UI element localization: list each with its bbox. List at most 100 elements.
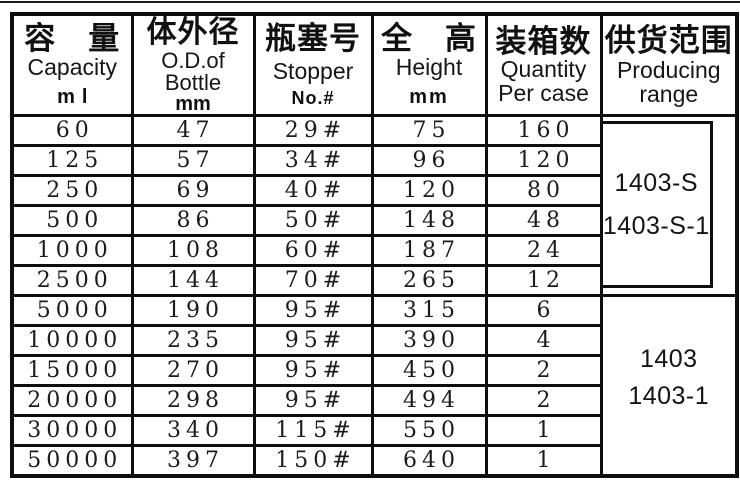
header-od-unit: mm: [175, 92, 211, 115]
cell-capacity: 10000: [10, 324, 134, 357]
cell-od: 298: [130, 384, 256, 417]
cell-stopper: 95#: [252, 294, 374, 327]
table-row: 2500 144 70# 265 12: [10, 264, 737, 297]
header-od: 体外径 O.D.of Bottle mm: [130, 12, 256, 117]
cell-stopper: 70#: [252, 264, 374, 297]
header-height-en: Height: [395, 54, 463, 81]
table-row: 5000 190 95# 315 6 1403 1403-1: [10, 294, 739, 478]
header-quantity-wrap: 装箱数 Quantity Per case: [488, 16, 600, 114]
cell-height: 390: [370, 324, 488, 357]
cell-capacity: 250: [10, 174, 134, 207]
cell-qty: 160: [484, 114, 603, 147]
header-height: 全 高 Height mm: [370, 12, 488, 117]
cell-height: 120: [370, 174, 488, 207]
table-row: 15000 270 95# 450 2: [10, 354, 737, 387]
header-stopper-zh: 瓶塞号: [265, 20, 361, 56]
cell-stopper: 150#: [252, 444, 374, 478]
cell-capacity: 125: [10, 144, 134, 177]
header-stopper: 瓶塞号 Stopper No.#: [252, 12, 374, 117]
header-capacity: 容 量 Capacity ml: [10, 12, 134, 117]
cell-stopper: 50#: [252, 204, 374, 237]
header-producing-range-en: Producing: [616, 56, 721, 83]
cell-stopper: 34#: [252, 144, 374, 177]
table-row: 60 47 29# 75 160 1403-S 1403-S-1: [10, 114, 739, 297]
cell-height: 265: [370, 264, 488, 297]
header-height-wrap: 全 高 Height mm: [374, 16, 485, 114]
cell-qty: 2: [484, 384, 603, 417]
cell-capacity: 5000: [10, 294, 134, 327]
producing-range-top-box: 1403-S 1403-S-1: [602, 121, 713, 288]
cell-capacity: 2500: [10, 264, 134, 297]
cell-qty: 6: [484, 294, 603, 327]
header-producing-range-zh: 供货范围: [604, 23, 733, 59]
top-rule-line: [0, 1, 740, 3]
cell-qty: 120: [484, 144, 603, 177]
cell-od: 108: [130, 234, 256, 267]
cell-qty: 24: [484, 234, 603, 267]
producing-range-code: 1403: [639, 344, 698, 373]
producing-range-code: 1403-1: [628, 381, 710, 410]
table-row: 125 57 34# 96 120: [10, 144, 737, 177]
table-row: 250 69 40# 120 80: [10, 174, 737, 207]
cell-qty: 2: [484, 354, 603, 387]
cell-od: 190: [130, 294, 256, 327]
cell-od: 86: [130, 204, 256, 237]
header-stopper-wrap: 瓶塞号 Stopper No.#: [256, 16, 371, 114]
cell-height: 640: [370, 444, 488, 478]
table-row: 500 86 50# 148 48: [10, 204, 737, 237]
cell-height: 550: [370, 414, 488, 447]
cell-height: 187: [370, 234, 488, 267]
cell-od: 340: [130, 414, 256, 447]
table-row: 50000 397 150# 640 1: [10, 444, 737, 478]
header-producing-range-wrap: 供货范围 Producing range: [603, 16, 736, 114]
header-row: 容 量 Capacity ml 体外径 O.D.of Bottle mm: [10, 12, 739, 117]
header-producing-range-en2: range: [639, 80, 699, 107]
cell-stopper: 95#: [252, 384, 374, 417]
bottle-spec-table: 容 量 Capacity ml 体外径 O.D.of Bottle mm: [10, 12, 739, 478]
header-stopper-en: Stopper: [272, 58, 354, 85]
header-capacity-en: Capacity: [27, 54, 117, 81]
cell-qty: 12: [484, 264, 603, 297]
header-capacity-wrap: 容 量 Capacity ml: [14, 16, 131, 114]
cell-od: 144: [130, 264, 256, 297]
cell-height: 75: [370, 114, 488, 147]
cell-capacity: 15000: [10, 354, 134, 387]
cell-height: 315: [370, 294, 488, 327]
cell-od: 270: [130, 354, 256, 387]
header-od-wrap: 体外径 O.D.of Bottle mm: [134, 16, 253, 114]
cell-qty: 1: [484, 444, 603, 478]
header-quantity-en: Quantity: [500, 56, 587, 83]
header-quantity: 装箱数 Quantity Per case: [484, 12, 603, 117]
table-row: 10000 235 95# 390 4: [10, 324, 737, 357]
header-producing-range: 供货范围 Producing range: [599, 12, 739, 117]
table-row: 20000 298 95# 494 2: [10, 384, 737, 417]
cell-capacity: 30000: [10, 414, 134, 447]
cell-qty: 48: [484, 204, 603, 237]
cell-stopper: 60#: [252, 234, 374, 267]
table-row: 1000 108 60# 187 24: [10, 234, 737, 267]
table-row: 30000 340 115# 550 1: [10, 414, 737, 447]
cell-capacity: 500: [10, 204, 134, 237]
cell-height: 494: [370, 384, 488, 417]
cell-od: 47: [130, 114, 256, 147]
producing-range-code: 1403-S: [614, 168, 699, 197]
cell-od: 235: [130, 324, 256, 357]
header-od-en2: Bottle: [164, 69, 222, 95]
cell-qty: 80: [484, 174, 603, 207]
cell-stopper: 40#: [252, 174, 374, 207]
header-stopper-unit: No.#: [291, 87, 335, 108]
header-capacity-zh: 容 量: [24, 20, 121, 56]
cell-height: 450: [370, 354, 488, 387]
cell-capacity: 20000: [10, 384, 134, 417]
cell-capacity: 1000: [10, 234, 134, 267]
header-height-unit: mm: [409, 85, 449, 108]
cell-qty: 4: [484, 324, 603, 357]
producing-range-code: 1403-S-1: [602, 211, 710, 240]
header-od-zh: 体外径: [146, 16, 240, 50]
cell-height: 148: [370, 204, 488, 237]
cell-stopper: 29#: [252, 114, 374, 147]
header-capacity-unit: ml: [57, 85, 95, 108]
cell-od: 57: [130, 144, 256, 177]
header-quantity-en2: Per case: [498, 79, 589, 106]
